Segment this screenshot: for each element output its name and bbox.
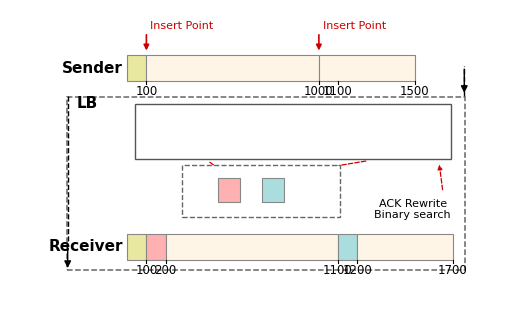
Text: Buffer Insert data: Buffer Insert data	[212, 203, 310, 213]
Text: Insert Point: Insert Point	[323, 21, 386, 31]
Text: 0x02: 0x02	[186, 185, 214, 195]
Bar	[146, 55, 319, 81]
Text: 1200: 1200	[343, 264, 372, 277]
Text: Insert Point: Insert Point	[151, 21, 214, 31]
Bar	[166, 234, 338, 260]
Text: 200: 200	[155, 264, 176, 277]
Text: 0x20: 0x20	[230, 185, 258, 195]
Text: ACK Rewrite
Binary search: ACK Rewrite Binary search	[374, 199, 451, 220]
Bar	[67, 97, 465, 270]
Text: [<sender seq, receiver seq, insert size, buf addr>]: [<sender seq, receiver seq, insert size,…	[143, 123, 443, 136]
Bar	[218, 178, 240, 202]
Text: 1500: 1500	[400, 86, 430, 98]
Text: 1000: 1000	[304, 86, 334, 98]
Text: 1100: 1100	[323, 264, 353, 277]
Text: Flow entry records state: Flow entry records state	[217, 109, 369, 122]
Text: 100: 100	[135, 86, 157, 98]
Bar	[319, 55, 415, 81]
Text: [<100, 100, 100, 0x02>, <1000, 1100, 100, 0x20>]: [<100, 100, 100, 0x02>, <1000, 1100, 100…	[139, 137, 447, 150]
Text: Receiver: Receiver	[49, 239, 123, 254]
Text: 100: 100	[135, 264, 157, 277]
Bar	[182, 165, 340, 217]
Bar	[127, 55, 146, 81]
Text: 1700: 1700	[438, 264, 468, 277]
Bar	[135, 104, 451, 159]
Text: 1100: 1100	[323, 86, 353, 98]
Text: LB: LB	[77, 96, 98, 111]
Text: Sender: Sender	[62, 61, 123, 76]
Bar	[262, 178, 284, 202]
Bar	[338, 234, 357, 260]
Bar	[127, 234, 146, 260]
Bar	[146, 234, 166, 260]
Bar	[357, 234, 453, 260]
